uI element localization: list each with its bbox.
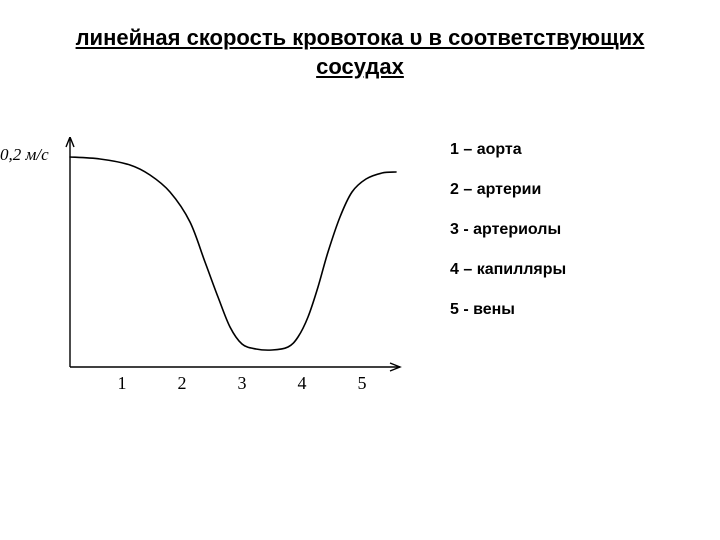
legend-item: 3 - артериолы xyxy=(450,221,566,239)
line-chart: 1 2 3 4 5 xyxy=(40,137,420,427)
legend-item: 2 – артерии xyxy=(450,181,566,199)
legend-item: 5 - вены xyxy=(450,301,566,319)
svg-text:2: 2 xyxy=(178,373,187,393)
page-title: линейная скорость кровотока υ в соответс… xyxy=(60,24,660,81)
svg-text:5: 5 xyxy=(358,373,367,393)
chart-area: 0,2 м/с 12345 xyxy=(40,137,420,427)
content-row: 0,2 м/с 12345 1 – аорта 2 – артерии 3 - … xyxy=(40,137,680,427)
legend: 1 – аорта 2 – артерии 3 - артериолы 4 – … xyxy=(450,141,566,319)
svg-text:1: 1 xyxy=(118,373,127,393)
legend-item: 1 – аорта xyxy=(450,141,566,159)
y-axis-label: 0,2 м/с xyxy=(0,145,49,165)
svg-text:3: 3 xyxy=(238,373,247,393)
svg-text:4: 4 xyxy=(298,373,307,393)
legend-item: 4 – капилляры xyxy=(450,261,566,279)
